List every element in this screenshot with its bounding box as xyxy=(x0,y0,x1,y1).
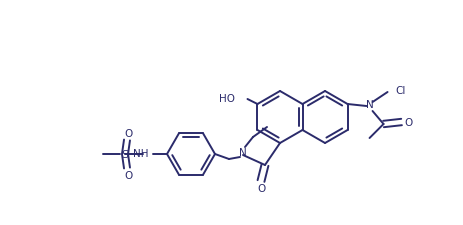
Text: O: O xyxy=(124,170,132,180)
Text: N: N xyxy=(366,99,374,110)
Text: HO: HO xyxy=(219,94,236,104)
Text: S: S xyxy=(121,149,129,159)
Text: O: O xyxy=(257,183,265,193)
Text: O: O xyxy=(124,128,132,138)
Text: Cl: Cl xyxy=(395,86,406,96)
Text: N: N xyxy=(239,147,247,157)
Text: O: O xyxy=(404,117,413,127)
Text: NH: NH xyxy=(132,148,148,158)
